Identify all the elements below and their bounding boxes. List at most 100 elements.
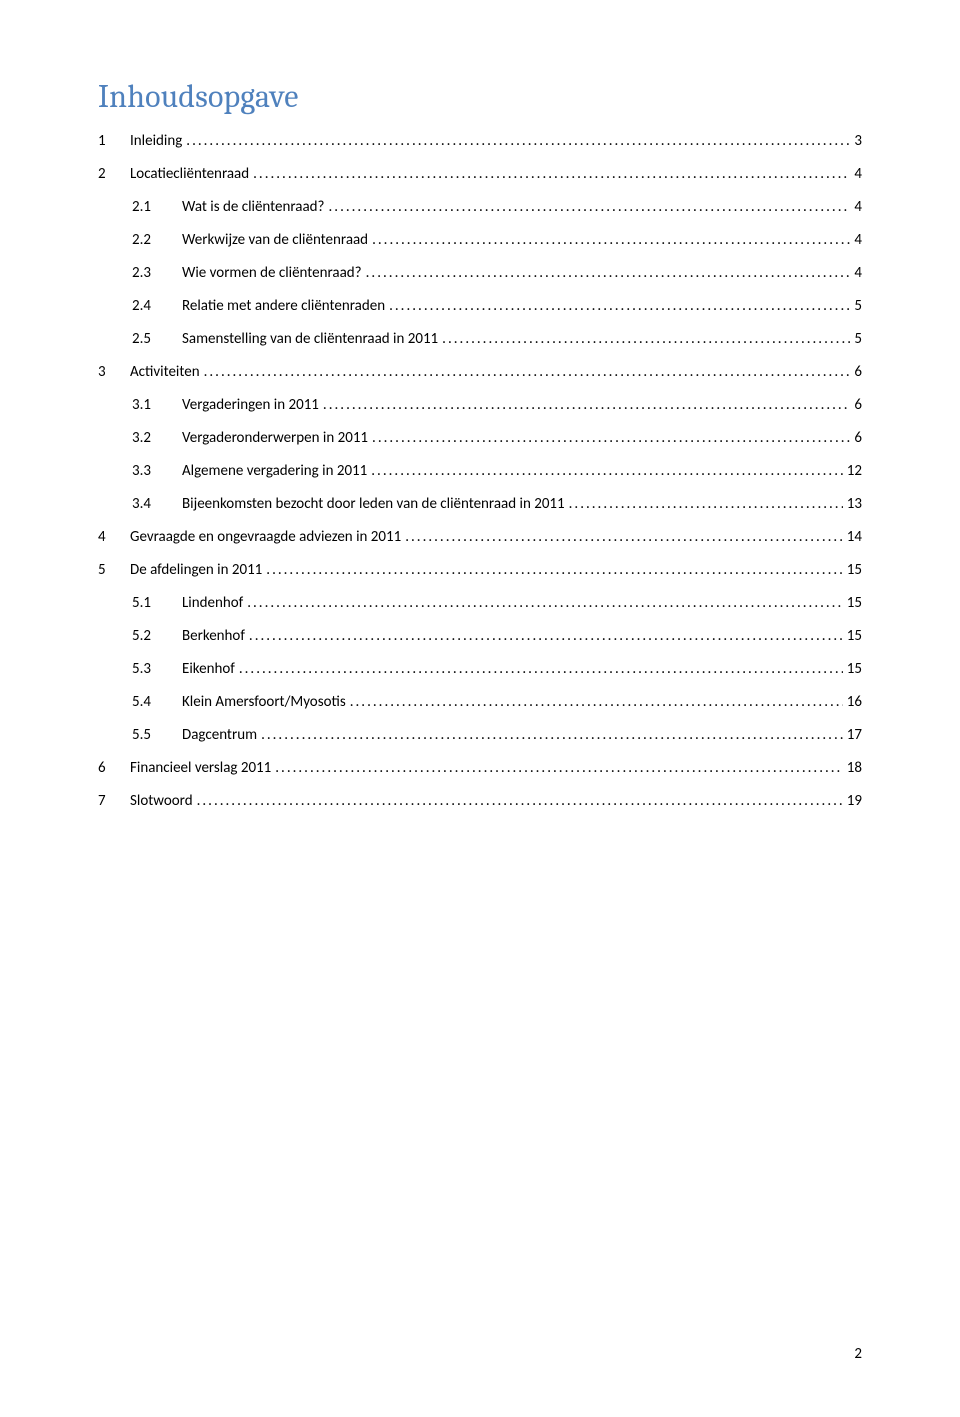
toc-entry-label: Dagcentrum — [182, 721, 257, 750]
toc-entry-label: Werkwijze van de cliëntenraad — [182, 226, 368, 255]
toc-entry-leader-dots — [186, 127, 850, 156]
toc-entry-page: 14 — [847, 523, 862, 552]
toc-list: 1Inleiding32Locatiecliëntenraad42.1Wat i… — [98, 127, 862, 816]
toc-entry-leader-dots — [249, 622, 843, 651]
toc-entry-number: 3.3 — [132, 457, 182, 486]
toc-entry: 2.1Wat is de cliëntenraad? 4 — [98, 193, 862, 222]
toc-entry: 2.4Relatie met andere cliëntenraden5 — [98, 292, 862, 321]
toc-entry-label: Algemene vergadering in 2011 — [182, 457, 367, 486]
toc-entry-label: Vergaderonderwerpen in 2011 — [182, 424, 368, 453]
toc-entry-page: 6 — [854, 424, 862, 453]
toc-entry-page: 4 — [854, 226, 862, 255]
toc-entry: 5De afdelingen in 2011 15 — [98, 556, 862, 585]
toc-entry-number: 1 — [98, 127, 130, 156]
toc-entry-leader-dots — [323, 391, 850, 420]
toc-entry-number: 6 — [98, 754, 130, 783]
toc-entry-leader-dots — [372, 424, 850, 453]
toc-entry-leader-dots — [372, 226, 850, 255]
toc-entry-number: 7 — [98, 787, 130, 816]
toc-entry-label: Activiteiten — [130, 358, 200, 387]
toc-entry-label: De afdelingen in 2011 — [130, 556, 262, 585]
toc-entry-page: 5 — [854, 292, 862, 321]
toc-entry-number: 5.4 — [132, 688, 182, 717]
toc-entry-label: Bijeenkomsten bezocht door leden van de … — [182, 490, 565, 519]
toc-entry-number: 5.3 — [132, 655, 182, 684]
toc-entry-page: 4 — [854, 193, 862, 222]
toc-entry-number: 2.5 — [132, 325, 182, 354]
toc-entry-page: 15 — [847, 556, 862, 585]
toc-entry-label: Wie vormen de cliëntenraad? — [182, 259, 362, 288]
toc-entry-leader-dots — [197, 787, 843, 816]
toc-entry: 1Inleiding 3 — [98, 127, 862, 156]
toc-entry-page: 15 — [847, 589, 862, 618]
toc-entry-number: 3.1 — [132, 391, 182, 420]
toc-entry-number: 2.4 — [132, 292, 182, 321]
toc-entry-leader-dots — [247, 589, 843, 618]
toc-entry-label: Lindenhof — [182, 589, 243, 618]
toc-entry-leader-dots — [329, 193, 851, 222]
toc-entry: 3Activiteiten6 — [98, 358, 862, 387]
toc-entry: 3.3Algemene vergadering in 2011 12 — [98, 457, 862, 486]
toc-entry-number: 2.3 — [132, 259, 182, 288]
toc-entry: 5.4Klein Amersfoort/Myosotis 16 — [98, 688, 862, 717]
toc-entry-page: 4 — [854, 160, 862, 189]
toc-entry: 2.3Wie vormen de cliëntenraad? 4 — [98, 259, 862, 288]
toc-entry-leader-dots — [371, 457, 843, 486]
toc-entry-leader-dots — [253, 160, 850, 189]
document-page: Inhoudsopgave 1Inleiding32Locatiecliënte… — [0, 0, 960, 1417]
toc-entry-leader-dots — [275, 754, 843, 783]
toc-entry-page: 18 — [847, 754, 862, 783]
toc-entry: 6Financieel verslag 201118 — [98, 754, 862, 783]
toc-entry-leader-dots — [405, 523, 843, 552]
toc-entry: 7Slotwoord 19 — [98, 787, 862, 816]
toc-entry-number: 2.2 — [132, 226, 182, 255]
toc-entry-number: 3.4 — [132, 490, 182, 519]
toc-entry: 2.5Samenstelling van de cliëntenraad in … — [98, 325, 862, 354]
toc-entry-label: Eikenhof — [182, 655, 235, 684]
toc-entry-label: Inleiding — [130, 127, 182, 156]
toc-entry: 5.2Berkenhof15 — [98, 622, 862, 651]
toc-entry: 5.5Dagcentrum 17 — [98, 721, 862, 750]
toc-entry-page: 15 — [847, 622, 862, 651]
toc-entry-page: 19 — [847, 787, 862, 816]
toc-entry-leader-dots — [350, 688, 843, 717]
toc-entry: 4Gevraagde en ongevraagde adviezen in 20… — [98, 523, 862, 552]
toc-entry: 3.4Bijeenkomsten bezocht door leden van … — [98, 490, 862, 519]
toc-entry: 2Locatiecliëntenraad4 — [98, 160, 862, 189]
toc-entry-leader-dots — [266, 556, 843, 585]
toc-entry-number: 3 — [98, 358, 130, 387]
toc-entry-leader-dots — [239, 655, 843, 684]
toc-entry-label: Slotwoord — [130, 787, 193, 816]
toc-entry-number: 5.5 — [132, 721, 182, 750]
toc-entry: 5.1Lindenhof 15 — [98, 589, 862, 618]
toc-entry-label: Berkenhof — [182, 622, 245, 651]
page-number: 2 — [854, 1345, 862, 1363]
toc-entry-label: Vergaderingen in 2011 — [182, 391, 319, 420]
toc-entry-page: 16 — [847, 688, 862, 717]
toc-entry-leader-dots — [442, 325, 850, 354]
toc-entry-number: 5.1 — [132, 589, 182, 618]
toc-entry-number: 3.2 — [132, 424, 182, 453]
toc-entry-leader-dots — [569, 490, 843, 519]
toc-entry-number: 4 — [98, 523, 130, 552]
toc-entry-label: Gevraagde en ongevraagde adviezen in 201… — [130, 523, 401, 552]
toc-entry-number: 2.1 — [132, 193, 182, 222]
toc-entry-leader-dots — [389, 292, 850, 321]
toc-entry-page: 17 — [847, 721, 862, 750]
toc-entry: 3.2Vergaderonderwerpen in 2011 6 — [98, 424, 862, 453]
toc-entry-page: 4 — [854, 259, 862, 288]
toc-entry-page: 15 — [847, 655, 862, 684]
toc-entry-leader-dots — [366, 259, 851, 288]
toc-entry-number: 5 — [98, 556, 130, 585]
toc-entry-leader-dots — [261, 721, 843, 750]
toc-entry: 3.1Vergaderingen in 2011 6 — [98, 391, 862, 420]
toc-entry-label: Samenstelling van de cliëntenraad in 201… — [182, 325, 438, 354]
toc-entry-page: 5 — [854, 325, 862, 354]
toc-entry-page: 12 — [847, 457, 862, 486]
toc-entry-leader-dots — [204, 358, 851, 387]
toc-entry-label: Klein Amersfoort/Myosotis — [182, 688, 346, 717]
toc-entry-page: 6 — [854, 391, 862, 420]
toc-entry-label: Wat is de cliëntenraad? — [182, 193, 325, 222]
toc-entry-label: Locatiecliëntenraad — [130, 160, 249, 189]
toc-entry-page: 3 — [854, 127, 862, 156]
